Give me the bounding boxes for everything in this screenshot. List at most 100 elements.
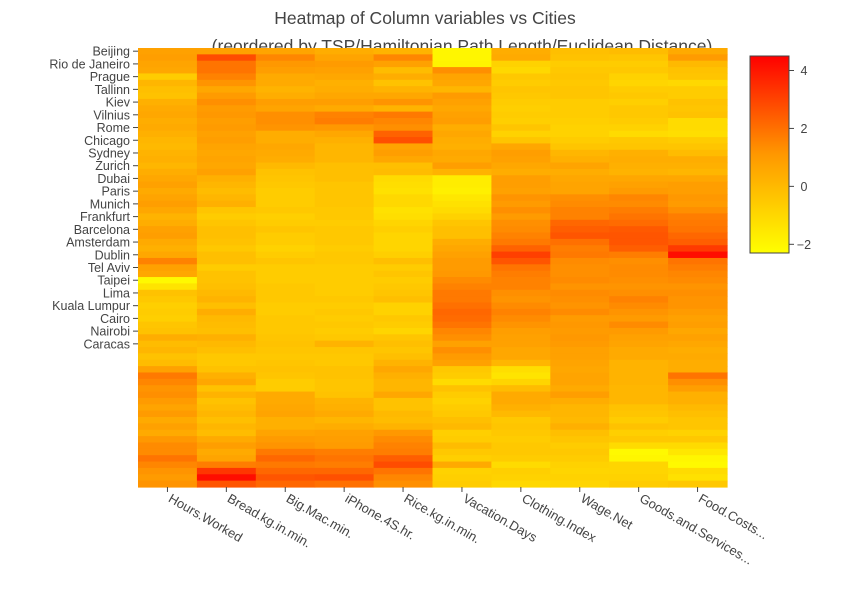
heatmap-cell bbox=[373, 321, 434, 329]
heatmap-cell bbox=[314, 378, 375, 386]
heatmap-cell bbox=[668, 404, 728, 412]
heatmap-cell bbox=[196, 98, 257, 106]
heatmap-cell bbox=[491, 149, 551, 157]
heatmap-cell bbox=[609, 130, 669, 138]
heatmap-cell bbox=[550, 245, 610, 253]
heatmap-cell bbox=[138, 340, 198, 348]
heatmap-cell bbox=[668, 467, 728, 475]
heatmap-cell bbox=[255, 137, 316, 145]
chart-title-line-1: Heatmap of Column variables vs Cities bbox=[274, 8, 576, 28]
heatmap-cell bbox=[196, 257, 257, 265]
heatmap-cell bbox=[432, 137, 492, 145]
heatmap-cell bbox=[432, 315, 492, 323]
heatmap-cell bbox=[314, 232, 375, 240]
heatmap-cell bbox=[432, 296, 492, 304]
heatmap-cell bbox=[668, 315, 728, 323]
heatmap-cell bbox=[491, 226, 551, 234]
heatmap-cell bbox=[668, 67, 728, 75]
heatmap-cell bbox=[196, 308, 257, 316]
heatmap-cell bbox=[196, 429, 257, 437]
heatmap-cell bbox=[432, 238, 492, 246]
heatmap-cell bbox=[668, 321, 728, 329]
heatmap-cell bbox=[432, 283, 492, 291]
heatmap-cell bbox=[196, 410, 257, 418]
y-tick-label: Tallinn bbox=[95, 83, 130, 97]
heatmap-cell bbox=[432, 321, 492, 329]
heatmap-cell bbox=[668, 98, 728, 106]
heatmap-cell bbox=[491, 54, 551, 62]
heatmap-cell bbox=[373, 238, 434, 246]
heatmap-cell bbox=[550, 397, 610, 405]
heatmap-cell bbox=[550, 98, 610, 106]
heatmap-cell bbox=[432, 448, 492, 456]
heatmap-cell bbox=[196, 372, 257, 380]
heatmap-cell bbox=[491, 187, 551, 195]
heatmap-cell bbox=[550, 175, 610, 183]
heatmap-cell bbox=[314, 270, 375, 278]
heatmap-cell bbox=[550, 86, 610, 94]
heatmap-cell bbox=[373, 54, 434, 62]
heatmap-cell bbox=[255, 321, 316, 329]
heatmap-cell bbox=[138, 175, 198, 183]
heatmap-cell bbox=[432, 245, 492, 253]
heatmap-cell bbox=[314, 467, 375, 475]
heatmap-cell bbox=[373, 429, 434, 437]
heatmap-cell bbox=[550, 277, 610, 284]
heatmap-cell bbox=[491, 340, 551, 348]
heatmap-cell bbox=[255, 340, 316, 348]
heatmap-cell bbox=[314, 296, 375, 304]
heatmap-cell bbox=[550, 296, 610, 304]
heatmap-cell bbox=[491, 283, 551, 291]
heatmap-cell bbox=[491, 264, 551, 272]
heatmap-cell bbox=[491, 410, 551, 418]
heatmap-cell bbox=[196, 391, 257, 399]
heatmap-cell bbox=[255, 207, 316, 215]
heatmap-cell bbox=[373, 181, 434, 189]
heatmap-cell bbox=[196, 397, 257, 405]
heatmap-cell bbox=[373, 410, 434, 418]
heatmap-cell bbox=[609, 238, 669, 246]
heatmap-cell bbox=[196, 480, 257, 488]
heatmap-cell bbox=[138, 92, 198, 100]
heatmap-cell bbox=[138, 397, 198, 405]
y-tick-label: Barcelona bbox=[74, 223, 130, 237]
heatmap-cell bbox=[609, 79, 669, 87]
heatmap-cell bbox=[373, 175, 434, 183]
heatmap-cell bbox=[138, 54, 198, 62]
heatmap-cell bbox=[138, 194, 198, 202]
heatmap-cell bbox=[432, 73, 492, 81]
heatmap-cell bbox=[491, 327, 551, 335]
heatmap-cell bbox=[491, 315, 551, 323]
heatmap-cell bbox=[255, 117, 316, 125]
heatmap-cell bbox=[196, 149, 257, 157]
heatmap-cell bbox=[255, 175, 316, 183]
heatmap-cell bbox=[255, 264, 316, 272]
heatmap-cell bbox=[550, 442, 610, 450]
heatmap-cell bbox=[432, 213, 492, 221]
heatmap-cell bbox=[491, 156, 551, 164]
heatmap-cell bbox=[668, 461, 728, 469]
y-tick-label: Caracas bbox=[83, 337, 130, 351]
heatmap-cell bbox=[314, 417, 375, 424]
heatmap-cell bbox=[314, 461, 375, 469]
heatmap-cell bbox=[255, 417, 316, 424]
heatmap-cell bbox=[314, 480, 375, 488]
heatmap-cell bbox=[432, 429, 492, 437]
heatmap-cell bbox=[373, 92, 434, 100]
heatmap-cell bbox=[373, 156, 434, 164]
heatmap-cell bbox=[314, 474, 375, 482]
heatmap-cell bbox=[373, 334, 434, 342]
heatmap-cell bbox=[550, 378, 610, 386]
heatmap-cell bbox=[491, 111, 551, 119]
heatmap-cell bbox=[668, 391, 728, 399]
heatmap-cell bbox=[314, 327, 375, 335]
heatmap-cell bbox=[196, 264, 257, 272]
heatmap-cell bbox=[550, 429, 610, 437]
heatmap-cell bbox=[373, 436, 434, 444]
heatmap-cell bbox=[550, 60, 610, 68]
heatmap-cell bbox=[668, 251, 728, 259]
heatmap-cell bbox=[314, 200, 375, 208]
heatmap-cell bbox=[314, 187, 375, 195]
heatmap-cell bbox=[138, 359, 198, 367]
